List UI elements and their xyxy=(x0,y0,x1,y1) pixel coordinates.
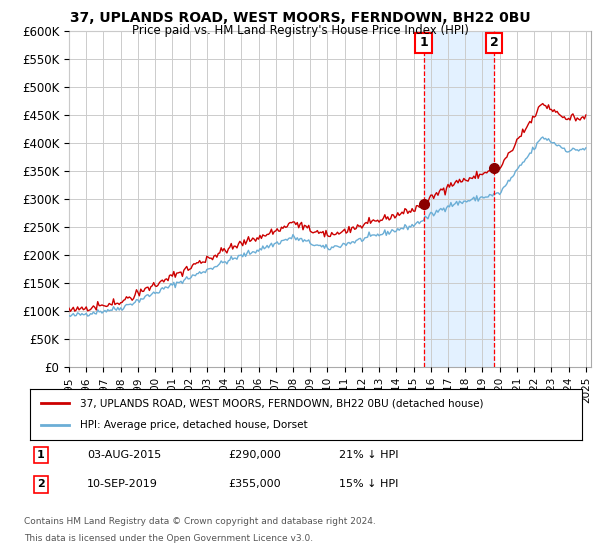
Bar xyxy=(424,31,494,367)
Text: This data is licensed under the Open Government Licence v3.0.: This data is licensed under the Open Gov… xyxy=(24,534,313,543)
Text: 15% ↓ HPI: 15% ↓ HPI xyxy=(339,479,398,489)
Text: 37, UPLANDS ROAD, WEST MOORS, FERNDOWN, BH22 0BU (detached house): 37, UPLANDS ROAD, WEST MOORS, FERNDOWN, … xyxy=(80,398,483,408)
Text: £290,000: £290,000 xyxy=(228,450,281,460)
Text: 1: 1 xyxy=(37,450,44,460)
Text: 2: 2 xyxy=(490,36,499,49)
Text: 37, UPLANDS ROAD, WEST MOORS, FERNDOWN, BH22 0BU: 37, UPLANDS ROAD, WEST MOORS, FERNDOWN, … xyxy=(70,11,530,25)
Text: Price paid vs. HM Land Registry's House Price Index (HPI): Price paid vs. HM Land Registry's House … xyxy=(131,24,469,36)
Text: 03-AUG-2015: 03-AUG-2015 xyxy=(87,450,161,460)
Text: £355,000: £355,000 xyxy=(228,479,281,489)
Text: HPI: Average price, detached house, Dorset: HPI: Average price, detached house, Dors… xyxy=(80,421,307,431)
Text: 10-SEP-2019: 10-SEP-2019 xyxy=(87,479,158,489)
Text: 1: 1 xyxy=(419,36,428,49)
Text: 2: 2 xyxy=(37,479,44,489)
Text: Contains HM Land Registry data © Crown copyright and database right 2024.: Contains HM Land Registry data © Crown c… xyxy=(24,517,376,526)
Text: 21% ↓ HPI: 21% ↓ HPI xyxy=(339,450,398,460)
